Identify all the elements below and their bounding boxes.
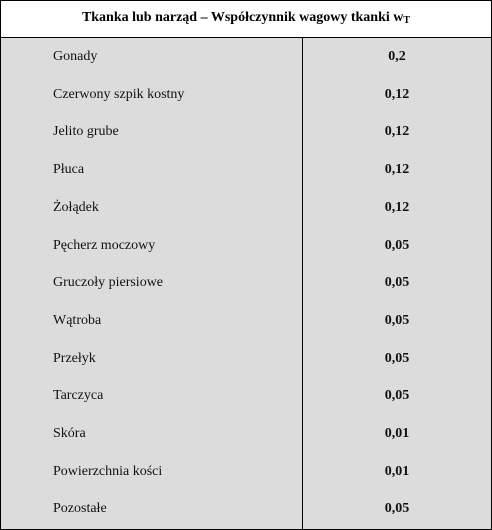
- weight-factor: 0,05: [384, 388, 410, 404]
- table-row: Gonady 0,2: [1, 38, 491, 76]
- table-row: Przełyk 0,05: [1, 340, 491, 378]
- table-row: Czerwony szpik kostny 0,12: [1, 76, 491, 114]
- header-title: Tkanka lub narząd – Współczynnik wagowy …: [81, 10, 404, 25]
- table-row: Płuca 0,12: [1, 151, 491, 189]
- organ-name: Gruczoły piersiowe: [53, 275, 164, 291]
- table-row: Żołądek 0,12: [1, 189, 491, 227]
- table-row: Jelito grube 0,12: [1, 113, 491, 151]
- table-row: Wątroba 0,05: [1, 302, 491, 340]
- table-row: Tarczyca 0,05: [1, 377, 491, 415]
- weight-factor: 0,05: [384, 350, 410, 366]
- organ-name: Powierzchnia kości: [53, 463, 163, 479]
- organ-name: Jelito grube: [53, 124, 119, 140]
- weight-factor: 0,05: [384, 501, 410, 517]
- weight-factor: 0,2: [388, 49, 406, 64]
- weight-factor: 0,12: [384, 124, 410, 140]
- organ-name: Płuca: [53, 162, 85, 178]
- organ-name: Żołądek: [53, 199, 99, 215]
- organ-name: Wątroba: [53, 312, 102, 328]
- table-row: Skóra 0,01: [1, 415, 491, 453]
- weight-factor: 0,05: [384, 237, 410, 253]
- organ-name: Pozostałe: [53, 501, 107, 517]
- column-divider: [302, 38, 303, 529]
- table-row: Powierzchnia kości 0,01: [1, 453, 491, 491]
- organ-name: Skóra: [53, 426, 86, 441]
- weight-factor: 0,12: [384, 86, 410, 102]
- weight-factor: 0,05: [384, 312, 410, 328]
- organ-name: Gonady: [53, 49, 98, 64]
- organ-name: Przełyk: [53, 350, 96, 366]
- table-header: Tkanka lub narząd – Współczynnik wagowy …: [1, 1, 491, 38]
- header-subscript: T: [403, 15, 411, 26]
- table-body: Gonady 0,2 Czerwony szpik kostny 0,12 Jelito…: [1, 38, 491, 529]
- weight-factor: 0,01: [384, 463, 410, 479]
- organ-name: Tarczyca: [53, 388, 104, 404]
- weight-factor: 0,12: [384, 162, 410, 178]
- table-row: Pozostałe 0,05: [1, 490, 491, 528]
- table-row: Gruczoły piersiowe 0,05: [1, 264, 491, 302]
- organ-name: Pęcherz moczowy: [53, 237, 156, 253]
- organ-name: Czerwony szpik kostny: [53, 86, 185, 102]
- table-row: Pęcherz moczowy 0,05: [1, 227, 491, 265]
- weight-factor: 0,05: [384, 275, 410, 291]
- weight-factor: 0,01: [384, 426, 410, 441]
- weight-factor: 0,12: [384, 199, 410, 215]
